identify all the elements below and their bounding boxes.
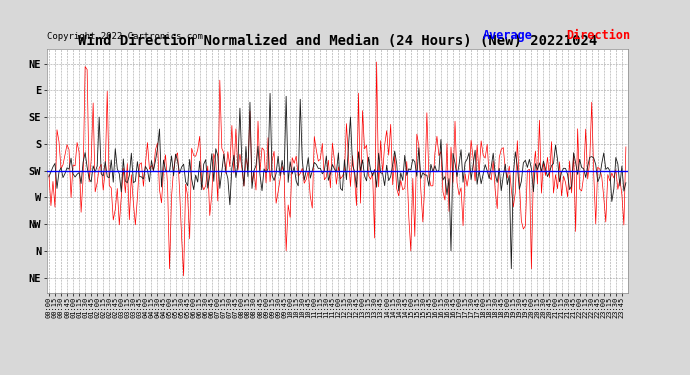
- Title: Wind Direction Normalized and Median (24 Hours) (New) 20221024: Wind Direction Normalized and Median (24…: [78, 34, 597, 48]
- Text: Copyright 2022 Cartronics.com: Copyright 2022 Cartronics.com: [47, 32, 203, 41]
- Text: Direction: Direction: [566, 29, 630, 42]
- Text: Average: Average: [483, 29, 533, 42]
